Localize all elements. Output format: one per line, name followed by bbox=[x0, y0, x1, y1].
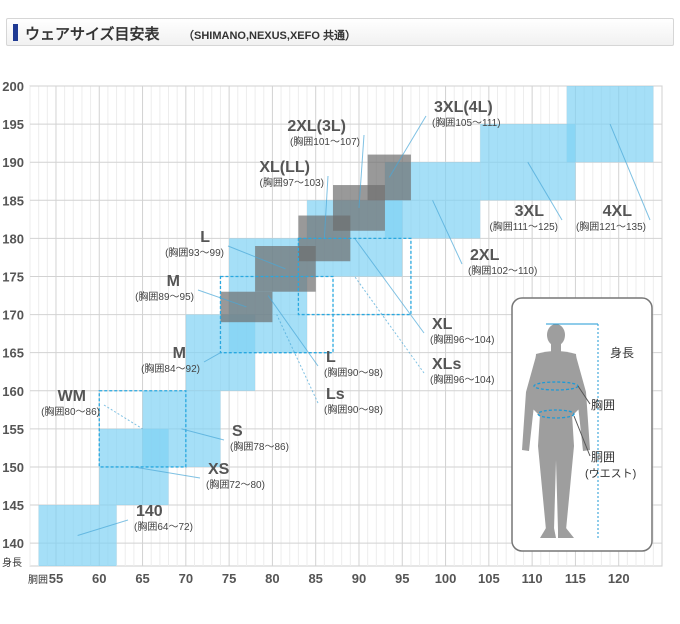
size-range-label: (胸囲105〜111) bbox=[432, 116, 501, 129]
chest-leader bbox=[577, 385, 591, 405]
size-label: S bbox=[232, 423, 243, 440]
waist-leader bbox=[573, 415, 591, 457]
size-range-label: (胸囲90〜98) bbox=[324, 403, 383, 416]
y-tick-label: 175 bbox=[2, 269, 24, 284]
waist-marker bbox=[537, 409, 575, 419]
size-range-label: (胸囲78〜86) bbox=[230, 440, 289, 453]
size-range-label: (胸囲97〜103) bbox=[260, 176, 324, 189]
size-label: L bbox=[326, 349, 336, 366]
y-tick-label: 180 bbox=[2, 231, 24, 246]
leader-line bbox=[103, 404, 143, 430]
size-label: XL(LL) bbox=[259, 159, 310, 176]
leader-line bbox=[181, 428, 225, 441]
y-tick-label: 140 bbox=[2, 536, 24, 551]
size-range-label: (胸囲93〜99) bbox=[165, 246, 224, 259]
size-range-label: (胸囲84〜92) bbox=[141, 362, 200, 375]
chest-label: 胸囲 bbox=[591, 397, 615, 412]
size-label: Ls bbox=[326, 386, 345, 403]
size-range-label: (胸囲96〜104) bbox=[430, 373, 494, 386]
size-label: L bbox=[200, 229, 210, 246]
leader-line bbox=[276, 314, 319, 404]
size-range-label: (胸囲90〜98) bbox=[324, 366, 383, 379]
leader-line bbox=[197, 289, 247, 308]
size-box bbox=[98, 390, 187, 468]
waist-label: 胴囲 bbox=[591, 450, 615, 464]
y-tick-label: 185 bbox=[2, 193, 24, 208]
size-range-label: (胸囲96〜104) bbox=[430, 333, 494, 346]
size-label: XS bbox=[208, 461, 230, 478]
size-label: WM bbox=[58, 388, 86, 405]
x-tick-label: 65 bbox=[135, 571, 149, 586]
size-range-label: (胸囲72〜80) bbox=[206, 478, 265, 491]
y-tick-label: 165 bbox=[2, 346, 24, 361]
x-axis-label: 胴囲 bbox=[28, 574, 48, 586]
x-tick-label: 55 bbox=[49, 571, 63, 586]
size-label: 4XL bbox=[603, 203, 633, 220]
y-tick-label: 160 bbox=[2, 384, 24, 399]
leader-line bbox=[432, 200, 463, 265]
x-tick-label: 120 bbox=[608, 571, 630, 586]
y-tick-label: 150 bbox=[2, 460, 24, 475]
size-range-label: (胸囲64〜72) bbox=[134, 520, 193, 533]
leader-line bbox=[609, 123, 651, 221]
leader-line bbox=[227, 245, 286, 270]
size-range-label: (胸囲102〜110) bbox=[468, 264, 537, 277]
size-range-label: (胸囲101〜107) bbox=[290, 135, 360, 148]
size-label: 3XL bbox=[515, 203, 545, 220]
y-tick-label: 200 bbox=[2, 79, 24, 94]
x-tick-label: 95 bbox=[395, 571, 409, 586]
size-range-label: (胸囲121〜135) bbox=[576, 220, 646, 233]
leader-line bbox=[354, 238, 425, 334]
x-tick-label: 70 bbox=[179, 571, 193, 586]
x-tick-label: 80 bbox=[265, 571, 279, 586]
y-tick-label: 170 bbox=[2, 308, 24, 323]
chart-subtitle: （SHIMANO,NEXUS,XEFO 共通） bbox=[183, 30, 356, 42]
leader-line bbox=[267, 295, 319, 367]
size-label: 2XL bbox=[470, 247, 500, 264]
leader-line bbox=[203, 352, 221, 363]
size-label: 2XL(3L) bbox=[287, 118, 346, 135]
size-label: 3XL(4L) bbox=[434, 99, 493, 116]
leader-line bbox=[358, 134, 365, 208]
x-tick-label: 100 bbox=[435, 571, 457, 586]
height-label: 身長 bbox=[610, 345, 634, 360]
header-accent-bar bbox=[13, 24, 18, 41]
size-label: M bbox=[167, 273, 180, 290]
leader-line bbox=[77, 519, 129, 537]
y-tick-label: 195 bbox=[2, 117, 24, 132]
y-tick-label: 155 bbox=[2, 422, 24, 437]
chart-header: ウェアサイズ目安表 （SHIMANO,NEXUS,XEFO 共通） bbox=[6, 18, 674, 46]
x-tick-label: 60 bbox=[92, 571, 106, 586]
size-label: M bbox=[173, 345, 186, 362]
x-tick-label: 110 bbox=[522, 571, 543, 586]
x-tick-label: 85 bbox=[308, 571, 322, 586]
x-tick-label: 105 bbox=[478, 571, 500, 586]
human-figure-icon bbox=[522, 324, 590, 538]
leader-line bbox=[133, 466, 201, 479]
size-label: XLs bbox=[432, 356, 461, 373]
x-tick-label: 75 bbox=[222, 571, 236, 586]
x-tick-label: 115 bbox=[565, 571, 586, 586]
size-range-label: (胸囲89〜95) bbox=[135, 290, 194, 303]
size-range-label: (胸囲80〜86) bbox=[41, 405, 100, 418]
waist-note: (ウエスト) bbox=[585, 467, 636, 480]
x-tick-label: 90 bbox=[352, 571, 366, 586]
size-range-label: (胸囲111〜125) bbox=[489, 220, 558, 233]
y-tick-label: 190 bbox=[2, 155, 24, 170]
size-label: XL bbox=[432, 316, 453, 333]
y-axis-label: 身長 bbox=[2, 556, 22, 569]
y-tick-label: 145 bbox=[2, 498, 24, 513]
chart-title: ウェアサイズ目安表 bbox=[25, 26, 160, 43]
leader-line bbox=[527, 161, 563, 221]
leader-line bbox=[388, 115, 427, 178]
size-label: 140 bbox=[136, 503, 163, 520]
leader-line bbox=[323, 175, 329, 239]
